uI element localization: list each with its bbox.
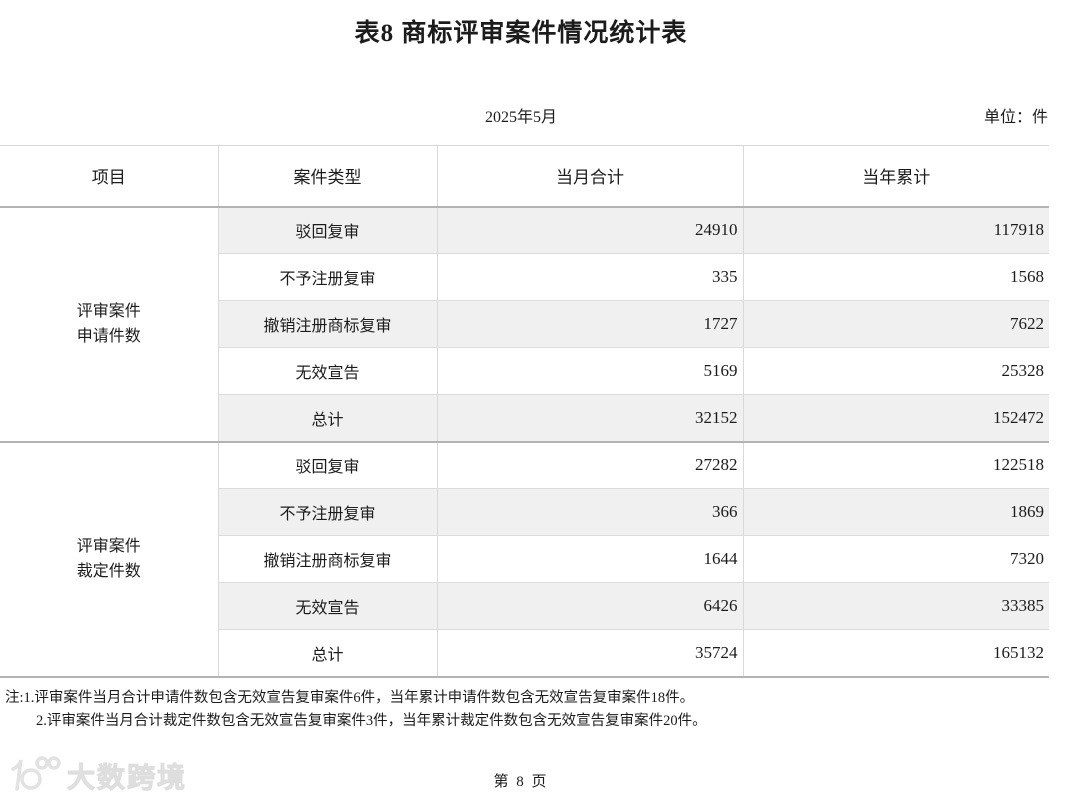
year-total-cell: 25328 [742, 347, 1049, 395]
table-row: 撤销注册商标复审 1644 7320 [0, 535, 1049, 583]
section-label-line: 评审案件 [76, 303, 141, 320]
case-type-cell: 无效宣告 [217, 347, 437, 395]
table-row-total: 总计 35724 165132 [0, 629, 1049, 678]
table-row: 不予注册复审 366 1869 [0, 488, 1049, 536]
month-total-cell: 366 [436, 488, 743, 536]
header-project: 项目 [0, 145, 218, 208]
case-type-cell: 总计 [217, 394, 437, 443]
case-type-cell: 不予注册复审 [217, 488, 437, 536]
month-total-cell: 6426 [436, 582, 743, 630]
unit-label: 单位：件 [983, 109, 1048, 126]
case-type-cell: 无效宣告 [217, 582, 437, 630]
section-label-line: 申请件数 [76, 328, 141, 345]
case-type-cell: 撤销注册商标复审 [217, 300, 437, 348]
year-total-cell: 7320 [742, 535, 1049, 583]
case-type-cell: 驳回复审 [217, 441, 437, 489]
header-row: 项目 案件类型 当月合计 当年累计 [0, 145, 1049, 208]
year-total-cell: 1869 [742, 488, 1049, 536]
header-case-type: 案件类型 [217, 145, 437, 208]
section-label-line: 评审案件 [76, 538, 141, 555]
watermark-text: 大数跨境 [66, 762, 188, 794]
table-row: 无效宣告 5169 25328 [0, 347, 1049, 395]
case-type-cell: 总计 [217, 629, 437, 678]
month-total-cell: 35724 [436, 629, 743, 678]
footnotes: 注:1.评审案件当月合计申请件数包含无效宣告复审案件6件，当年累计申请件数包含无… [5, 687, 707, 733]
watermark: 大数跨境 [6, 754, 187, 798]
section-label-line: 裁定件数 [76, 563, 141, 580]
section-label: 评审案件 裁定件数 [0, 441, 218, 678]
page-title: 表8 商标评审案件情况统计表 [354, 20, 688, 47]
page-number: 第 8 页 [493, 774, 549, 790]
section-applications: 评审案件 申请件数 驳回复审 24910 117918 不予注册复审 335 1… [0, 206, 1049, 443]
year-total-cell: 117918 [742, 206, 1049, 254]
footnote-1: 注:1.评审案件当月合计申请件数包含无效宣告复审案件6件，当年累计申请件数包含无… [5, 690, 695, 706]
year-total-cell: 165132 [742, 629, 1049, 678]
table-row: 评审案件 申请件数 驳回复审 24910 117918 [0, 206, 1049, 443]
year-total-cell: 1568 [742, 253, 1049, 301]
watermark-logo-icon [6, 753, 62, 800]
month-total-cell: 24910 [436, 206, 743, 254]
header-month-total: 当月合计 [436, 145, 743, 208]
month-total-cell: 27282 [436, 441, 743, 489]
case-type-cell: 撤销注册商标复审 [217, 535, 437, 583]
month-total-cell: 1644 [436, 535, 743, 583]
statistics-table: 项目 案件类型 当月合计 当年累计 评审案件 申请件数 驳回复审 24910 1… [0, 145, 1049, 678]
footnote-2: 2.评审案件当月合计裁定件数包含无效宣告复审案件3件，当年累计裁定件数包含无效宣… [36, 713, 707, 729]
table-row: 撤销注册商标复审 1727 7622 [0, 300, 1049, 348]
month-total-cell: 32152 [436, 394, 743, 443]
table-row: 不予注册复审 335 1568 [0, 253, 1049, 301]
year-total-cell: 33385 [742, 582, 1049, 630]
month-total-cell: 1727 [436, 300, 743, 348]
header-year-total: 当年累计 [742, 145, 1049, 208]
month-total-cell: 335 [436, 253, 743, 301]
month-total-cell: 5169 [436, 347, 743, 395]
table-row: 无效宣告 6426 33385 [0, 582, 1049, 630]
case-type-cell: 不予注册复审 [217, 253, 437, 301]
year-total-cell: 122518 [742, 441, 1049, 489]
table-row-total: 总计 32152 152472 [0, 394, 1049, 443]
report-period: 2025年5月 [484, 109, 557, 126]
section-label: 评审案件 申请件数 [0, 206, 218, 443]
year-total-cell: 152472 [742, 394, 1049, 443]
section-rulings: 评审案件 裁定件数 驳回复审 27282 122518 不予注册复审 366 1… [0, 441, 1049, 678]
case-type-cell: 驳回复审 [217, 206, 437, 254]
table-row: 评审案件 裁定件数 驳回复审 27282 122518 [0, 441, 1049, 678]
meta-row: 2025年5月 单位：件 [0, 103, 1080, 126]
year-total-cell: 7622 [742, 300, 1049, 348]
